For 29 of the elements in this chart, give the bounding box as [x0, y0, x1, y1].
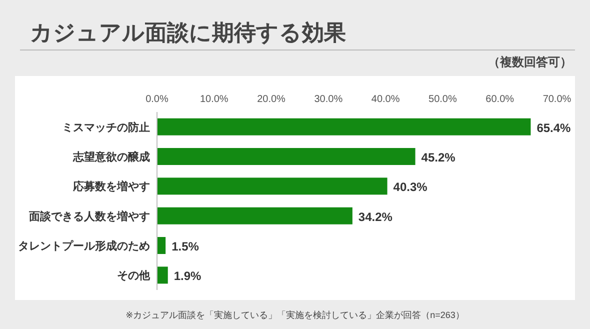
data-label: 65.4% [536, 120, 572, 135]
x-tick-label: 70.0% [542, 94, 572, 105]
bar [157, 118, 531, 136]
data-label: 1.5% [172, 240, 200, 254]
y-tick-label: 応募数を増やす [72, 180, 150, 194]
bar [157, 266, 168, 284]
title: カジュアル面談に期待する効果 [30, 20, 346, 45]
x-tick-label: 60.0% [486, 94, 514, 105]
x-tick-label: 10.0% [200, 94, 228, 105]
data-label: 40.3% [393, 180, 428, 194]
x-tick-label: 40.0% [371, 94, 400, 105]
x-tick-label: 0.0% [146, 94, 169, 105]
bar [157, 237, 166, 254]
x-tick-label: 30.0% [314, 94, 343, 105]
y-tick-label: ミスマッチの防止 [62, 120, 150, 134]
bar [157, 148, 416, 165]
data-label: 1.9% [174, 269, 202, 284]
x-tick-label: 20.0% [257, 94, 286, 105]
data-label: 34.2% [358, 210, 393, 224]
data-label: 45.2% [421, 150, 456, 164]
bar [157, 178, 388, 195]
y-tick-label: 志望意欲の醸成 [72, 150, 150, 164]
y-tick-label: タレントプール形成のため [18, 240, 150, 252]
y-tick-label: 面談できる人数を増やす [28, 210, 150, 223]
x-tick-label: 50.0% [428, 94, 457, 105]
subtitle: （複数回答可） [488, 55, 572, 69]
y-tick-label: その他 [117, 269, 151, 282]
text: ※カジュアル面談を「実施している」「実施を検討している」企業が回答（n=263） [126, 310, 464, 320]
bar [157, 207, 352, 224]
